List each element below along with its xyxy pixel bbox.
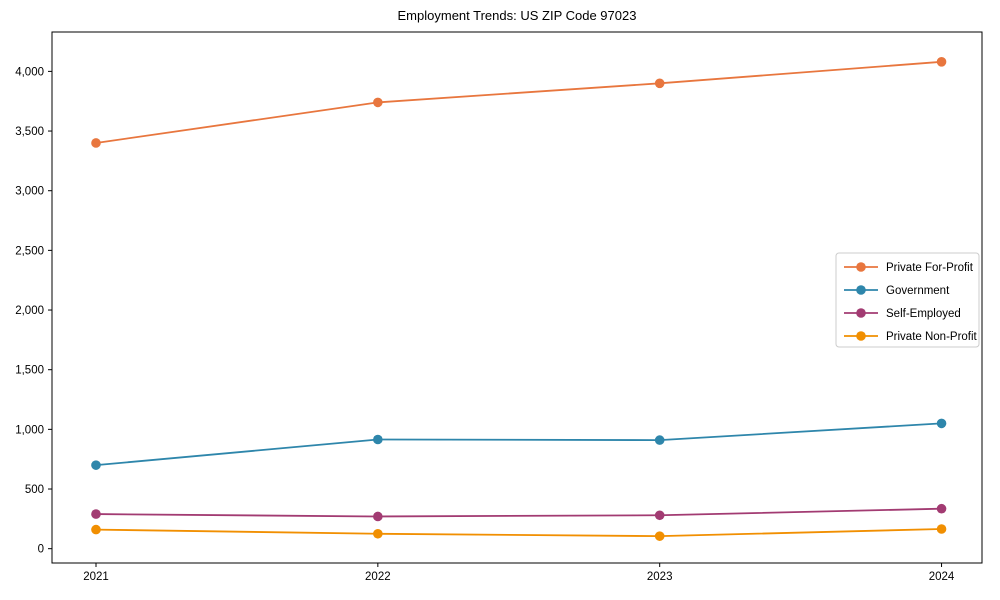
- data-point: [654, 78, 665, 89]
- data-point: [373, 434, 383, 445]
- data-point: [654, 510, 665, 521]
- series-line-government: [95, 422, 942, 467]
- data-point: [91, 138, 101, 148]
- y-tick-label: 2,000: [15, 305, 44, 317]
- data-point: [91, 460, 101, 470]
- legend-marker-icon: [856, 331, 866, 341]
- data-point: [654, 435, 665, 445]
- legend-marker-icon: [856, 285, 866, 295]
- data-point: [91, 509, 101, 519]
- data-point: [936, 418, 947, 429]
- x-tick-label: 2024: [929, 571, 955, 583]
- y-tick-label: 1,500: [15, 365, 44, 377]
- series-line-self-employed: [95, 507, 942, 518]
- x-tick-label: 2023: [647, 571, 673, 583]
- y-tick-label: 3,500: [15, 126, 44, 138]
- y-tick-label: 0: [38, 544, 44, 556]
- data-point: [936, 503, 947, 514]
- y-tick-label: 500: [25, 484, 44, 496]
- legend-label: Private Non-Profit: [886, 331, 978, 343]
- series-line-private-for-profit: [95, 60, 942, 144]
- data-point: [936, 57, 947, 67]
- legend-label: Private For-Profit: [886, 262, 974, 274]
- y-tick-label: 2,500: [15, 245, 44, 257]
- data-point: [91, 524, 101, 535]
- x-tick-label: 2022: [365, 571, 391, 583]
- legend-label: Government: [886, 285, 950, 297]
- plot-area: [51, 31, 983, 564]
- y-tick-label: 4,000: [15, 66, 44, 78]
- data-point: [654, 531, 665, 541]
- data-point: [936, 524, 947, 534]
- legend-marker-icon: [856, 262, 866, 272]
- legend-marker-icon: [856, 308, 866, 318]
- y-tick-label: 3,000: [15, 186, 44, 198]
- data-point: [373, 511, 383, 522]
- y-tick-label: 1,000: [15, 424, 44, 436]
- data-point: [373, 528, 383, 539]
- series-line-private-non-profit: [95, 528, 942, 538]
- legend-box: [835, 252, 980, 348]
- legend-label: Self-Employed: [886, 308, 961, 320]
- chart-title: Employment Trends: US ZIP Code 97023: [397, 8, 637, 23]
- x-tick-label: 2021: [83, 571, 109, 583]
- data-point: [373, 97, 383, 108]
